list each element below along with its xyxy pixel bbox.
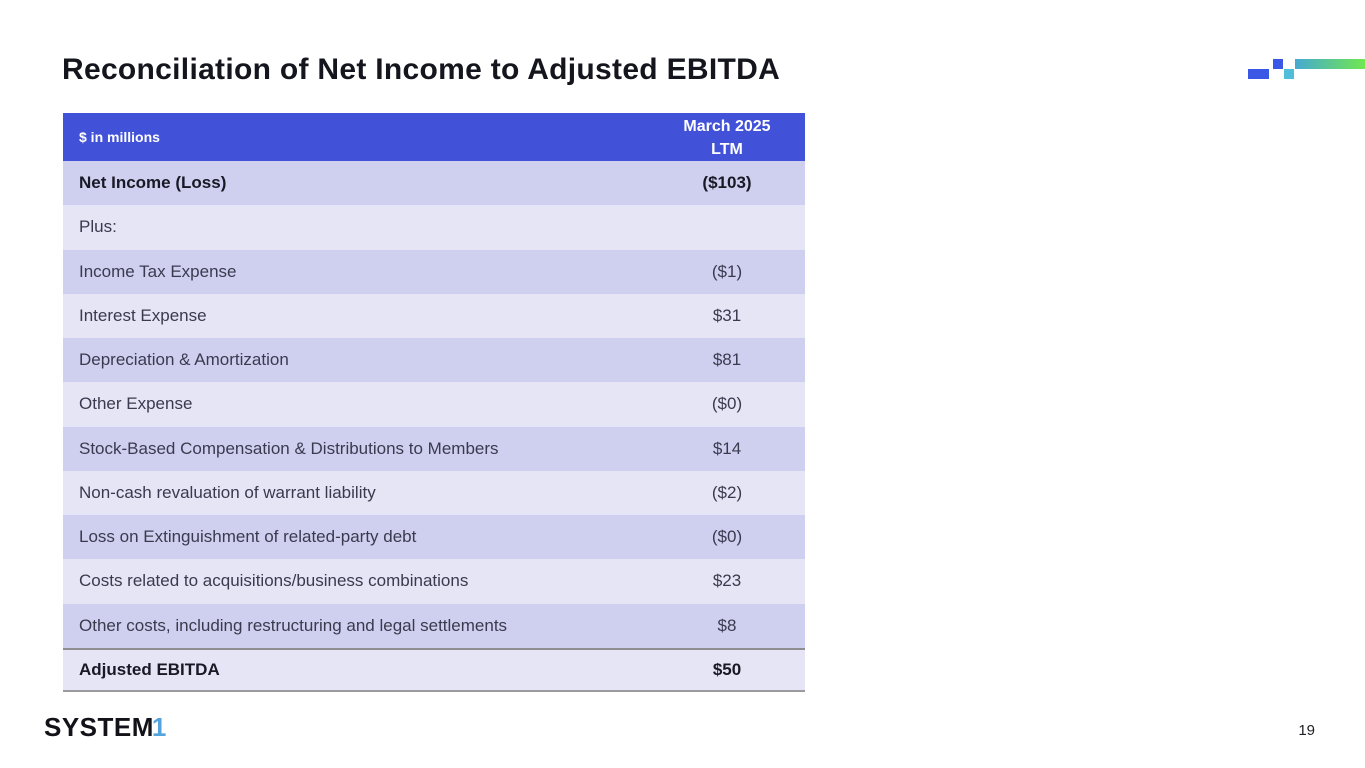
ebitda-reconciliation-table: $ in millions March 2025 LTM Net Income … (63, 113, 805, 692)
row-label: Costs related to acquisitions/business c… (79, 571, 469, 591)
row-label: Depreciation & Amortization (79, 350, 289, 370)
table-row-plus: Plus: (63, 205, 805, 250)
row-value: ($1) (711, 261, 743, 281)
system1-logo: SYSTEM1 (44, 712, 167, 743)
row-value: $31 (712, 305, 742, 325)
table-row-other-costs: Other costs, including restructuring and… (63, 603, 805, 648)
row-label: Net Income (Loss) (79, 173, 227, 193)
page-number: 19 (1298, 722, 1315, 739)
row-value: $81 (712, 350, 742, 370)
table-header-period-line2: LTM (711, 141, 743, 158)
table-row-income-tax: Income Tax Expense ($1) (63, 249, 805, 294)
row-label: Income Tax Expense (79, 261, 237, 281)
row-value: ($0) (711, 527, 743, 547)
table-row-warrant-revaluation: Non-cash revaluation of warrant liabilit… (63, 470, 805, 515)
page-title: Reconciliation of Net Income to Adjusted… (62, 53, 781, 86)
table-row-debt-extinguishment: Loss on Extinguishment of related-party … (63, 515, 805, 560)
deco-pixel-square-teal-icon (1284, 69, 1294, 79)
table-header-units: $ in millions (79, 129, 160, 145)
deco-pixel-rect-blue-icon (1248, 69, 1269, 79)
row-label: Plus: (79, 217, 117, 237)
row-value: ($103) (702, 173, 752, 193)
row-value: $50 (712, 659, 742, 679)
table-row-acquisition-costs: Costs related to acquisitions/business c… (63, 559, 805, 604)
table-row-other-expense: Other Expense ($0) (63, 382, 805, 427)
row-value: $14 (712, 438, 742, 458)
table-header-period-line1: March 2025 (683, 118, 771, 135)
row-label: Stock-Based Compensation & Distributions… (79, 438, 499, 458)
table-header-period: March 2025 LTM (649, 113, 805, 161)
row-label: Other Expense (79, 394, 193, 414)
deco-pixel-square-blue-icon (1273, 59, 1283, 69)
table-header-row: $ in millions March 2025 LTM (63, 113, 805, 161)
row-label: Other costs, including restructuring and… (79, 615, 508, 635)
table-row-stock-comp: Stock-Based Compensation & Distributions… (63, 426, 805, 471)
system1-logo-accent: 1 (151, 712, 167, 742)
deco-gradient-bar-icon (1295, 59, 1365, 69)
row-value: ($2) (711, 482, 743, 502)
table-row-depreciation: Depreciation & Amortization $81 (63, 338, 805, 383)
row-label: Loss on Extinguishment of related-party … (79, 527, 417, 547)
system1-logo-text: SYSTEM (44, 712, 154, 742)
table-row-adjusted-ebitda: Adjusted EBITDA $50 (63, 647, 805, 692)
row-value: $8 (717, 615, 737, 635)
row-label: Interest Expense (79, 305, 207, 325)
table-row-interest-expense: Interest Expense $31 (63, 293, 805, 338)
row-label: Adjusted EBITDA (79, 659, 220, 679)
row-label: Non-cash revaluation of warrant liabilit… (79, 482, 376, 502)
row-value: ($0) (711, 394, 743, 414)
row-value: $23 (712, 571, 742, 591)
table-row-net-income: Net Income (Loss) ($103) (63, 161, 805, 206)
